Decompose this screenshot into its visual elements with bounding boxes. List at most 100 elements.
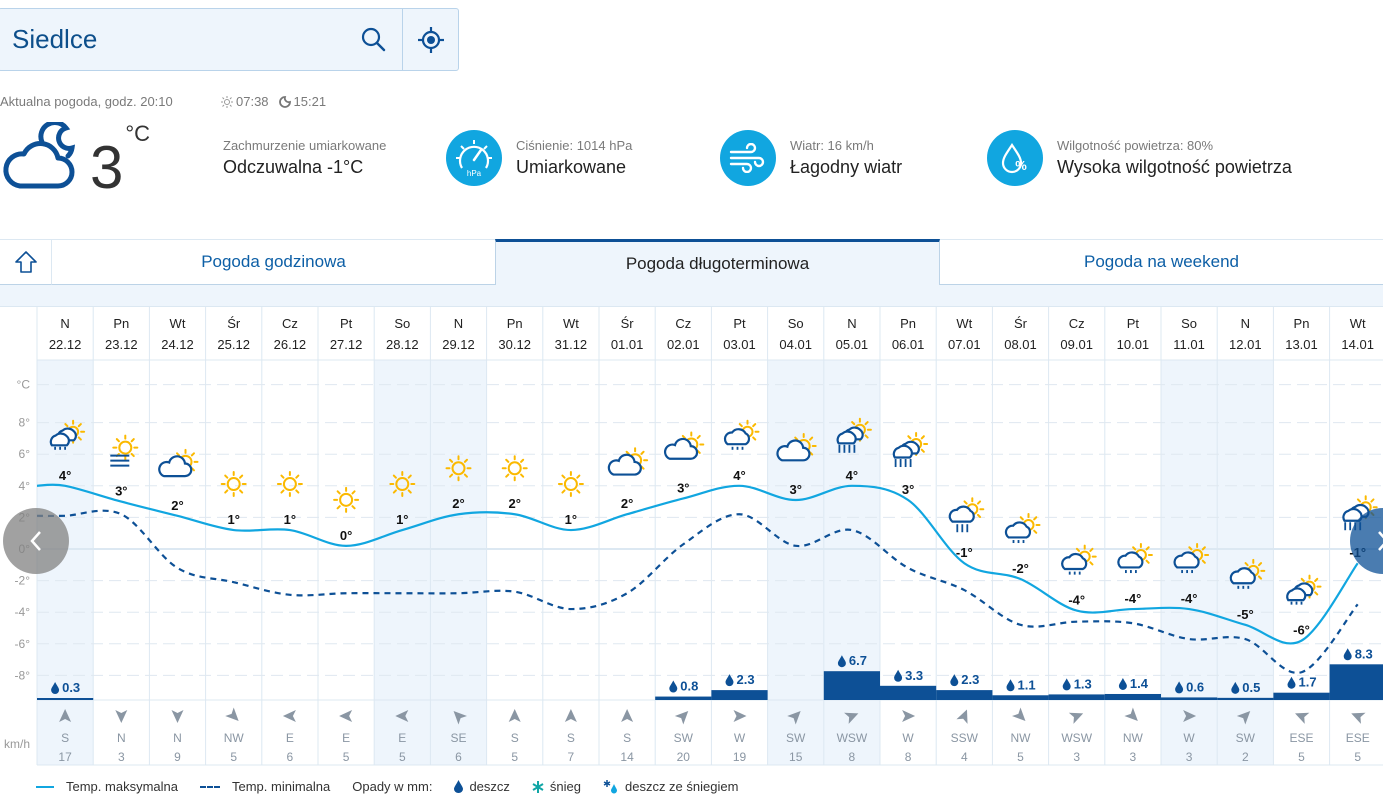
day-name: So: [1181, 316, 1197, 331]
weekend-column: [430, 360, 487, 765]
wind-arrow-icon: [115, 710, 128, 723]
search-button[interactable]: [346, 9, 402, 70]
city-search-box[interactable]: Siedlce: [0, 8, 459, 71]
wind-direction: E: [286, 731, 294, 745]
chart-legend: Temp. maksymalna Temp. minimalna Opady w…: [36, 779, 760, 794]
day-name: Wt: [563, 316, 579, 331]
locate-me-button[interactable]: [402, 9, 458, 70]
day-date: 23.12: [105, 337, 138, 352]
precip-value: 1.3: [1074, 676, 1092, 691]
wind-arrow-icon: [674, 711, 689, 725]
precip-bar: [1048, 694, 1105, 700]
search-icon: [361, 27, 386, 51]
wind-arrow-icon: [282, 709, 296, 722]
precip-value: 1.1: [1018, 677, 1036, 692]
home-tab[interactable]: [0, 240, 52, 285]
legend-rain: deszcz: [454, 779, 510, 794]
temp-label: -1°: [956, 545, 973, 560]
precip-label: 0.6: [1175, 679, 1204, 694]
precip-value: 8.3: [1355, 646, 1373, 661]
legend-min: Temp. minimalna: [199, 779, 330, 794]
sun-icon: [220, 471, 247, 498]
precip-label: 1.1: [1006, 677, 1036, 692]
wind-direction: NW: [1123, 731, 1144, 745]
wind-direction: S: [511, 731, 519, 745]
humidity-stat: % Wilgotność powietrza: 80% Wysoka wilgo…: [987, 130, 1292, 186]
day-date: 06.01: [892, 337, 925, 352]
wind-arrow-icon: [787, 711, 801, 725]
day-name: Pt: [733, 316, 746, 331]
wind-speed: 3: [1073, 750, 1080, 764]
cloudy-night-icon: [2, 120, 78, 197]
day-date: 28.12: [386, 337, 419, 352]
humidity-icon: %: [987, 130, 1043, 186]
tab-long-term[interactable]: Pogoda długoterminowa: [495, 239, 940, 285]
day-name: Śr: [227, 316, 241, 331]
drizzle-sun-icon: [1229, 558, 1266, 589]
rain-cloud-sun-icon: [948, 497, 985, 533]
scroll-left-button[interactable]: [3, 508, 69, 574]
wind-arrow-icon: [621, 709, 634, 722]
precip-label: 0.3: [51, 680, 80, 695]
precip-value: 3.3: [905, 668, 923, 683]
drizzle-sun-icon: [1173, 543, 1210, 574]
legend-sleet: deszcz ze śniegiem: [603, 779, 738, 794]
wind-arrow-icon: [453, 711, 467, 725]
svg-text:%: %: [1015, 158, 1027, 173]
day-name: Pn: [113, 316, 129, 331]
fog-sun-icon: [110, 434, 139, 467]
temp-label: 3°: [789, 482, 801, 497]
wind-speed: 6: [287, 750, 294, 764]
precip-value: 0.3: [62, 680, 80, 695]
legend-max: Temp. maksymalna: [36, 779, 178, 794]
raindrop-icon: [1175, 681, 1184, 694]
city-search-input[interactable]: Siedlce: [12, 24, 98, 54]
temp-unit: °C: [125, 121, 151, 146]
weekend-column: [374, 360, 431, 765]
temp-label: 1°: [396, 512, 408, 527]
day-name: N: [60, 316, 69, 331]
tab-hourly[interactable]: Pogoda godzinowa: [52, 240, 495, 285]
current-condition: Zachmurzenie umiarkowane Odczuwalna -1°C: [223, 138, 387, 177]
y-tick-label: 6°: [19, 447, 31, 461]
wind-direction: SE: [450, 731, 466, 745]
heavy-rain-sun-icon: [836, 417, 872, 453]
current-weather-time: Aktualna pogoda, godz. 20:10: [0, 94, 173, 109]
sun-icon: [557, 471, 584, 498]
day-date: 31.12: [555, 337, 588, 352]
wind-direction: E: [342, 731, 350, 745]
precip-bar: [1104, 693, 1161, 700]
temp-label: 2°: [621, 496, 633, 511]
precip-bar: [1217, 697, 1274, 700]
wind-speed: 3: [1186, 750, 1193, 764]
day-name: Wt: [956, 316, 972, 331]
drizzle-sun-icon: [1061, 544, 1097, 575]
temp-label: -6°: [1293, 623, 1310, 638]
raindrop-icon: [1006, 679, 1015, 692]
raindrop-icon: [837, 655, 846, 668]
wind-direction: SW: [786, 731, 806, 745]
y-unit-label: °C: [17, 378, 31, 392]
precip-label: 8.3: [1343, 646, 1373, 661]
raindrop-icon: [950, 674, 959, 687]
raindrop-icon: [725, 674, 734, 687]
day-date: 26.12: [274, 337, 307, 352]
chevron-right-icon: [1378, 531, 1383, 551]
day-name: N: [1241, 316, 1250, 331]
tab-weekend[interactable]: Pogoda na weekend: [940, 240, 1383, 285]
day-name: Cz: [282, 316, 298, 331]
wind-arrow-icon: [1351, 712, 1366, 724]
temp-label: 2°: [452, 496, 464, 511]
day-date: 10.01: [1117, 337, 1150, 352]
svg-text:hPa: hPa: [467, 169, 482, 178]
chevron-left-icon: [30, 531, 41, 551]
day-name: Pn: [507, 316, 523, 331]
wind-direction: S: [623, 731, 631, 745]
wind-direction: ESE: [1346, 731, 1370, 745]
rain-sun-icon: [49, 419, 86, 450]
wind-speed: 5: [511, 750, 518, 764]
precip-value: 0.8: [680, 679, 698, 694]
wind-arrow-icon: [733, 710, 747, 722]
wind-direction: SW: [1236, 731, 1256, 745]
cloud-sun-icon: [158, 448, 199, 478]
